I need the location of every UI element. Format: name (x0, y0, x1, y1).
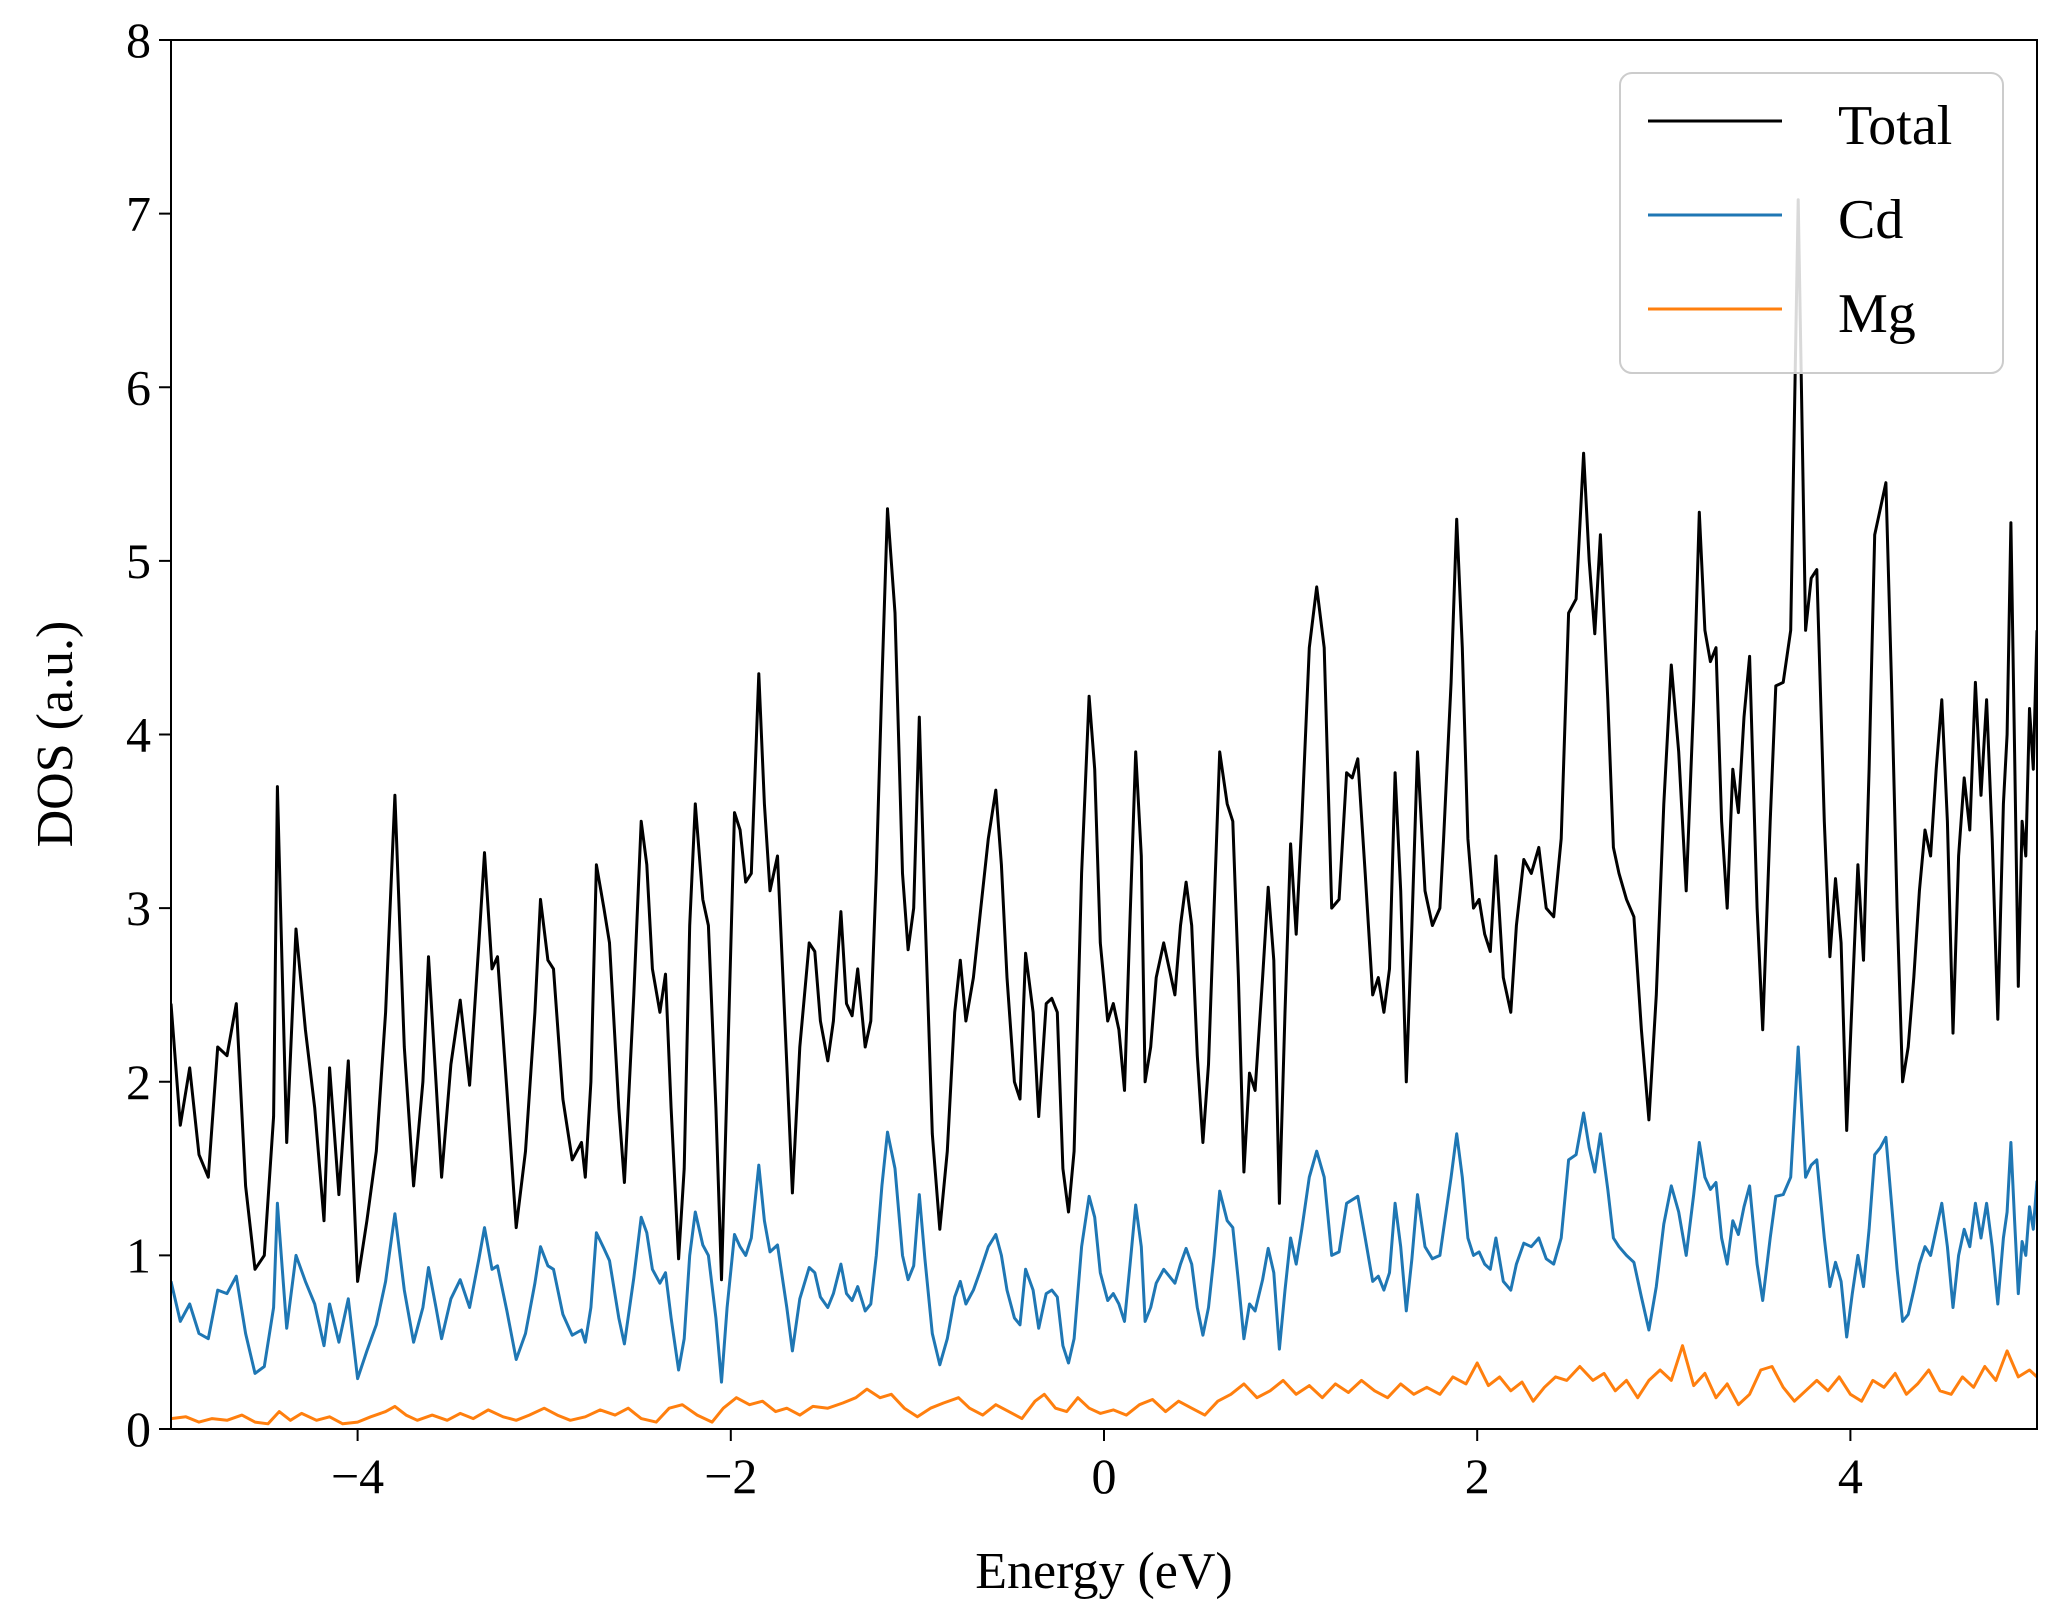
y-tick-label: 5 (126, 533, 151, 589)
y-tick-label: 4 (126, 707, 151, 763)
x-tick-label: 4 (1838, 1448, 1863, 1504)
legend-label-cd: Cd (1838, 189, 1903, 251)
y-tick-label: 3 (126, 880, 151, 936)
y-tick-label: 2 (126, 1054, 151, 1110)
legend: Total Cd Mg (1619, 72, 2004, 374)
legend-box (1619, 72, 2004, 374)
x-tick-label: 2 (1465, 1448, 1490, 1504)
x-tick-label: −2 (704, 1448, 757, 1504)
series-line-mg (171, 1344, 2037, 1426)
series-line-cd (171, 1045, 2037, 1384)
x-tick-label: −4 (331, 1448, 384, 1504)
legend-label-total: Total (1838, 95, 1952, 157)
y-axis-ticks: 0 1 2 3 4 5 6 7 8 (126, 12, 171, 1457)
x-axis-ticks: −4 −2 0 2 4 (331, 1429, 1863, 1504)
y-tick-label: 8 (126, 12, 151, 68)
series-layer (171, 198, 2037, 1426)
legend-label-mg: Mg (1838, 283, 1916, 345)
series-line-total (171, 198, 2037, 1283)
x-tick-label: 0 (1092, 1448, 1117, 1504)
y-tick-label: 0 (126, 1401, 151, 1457)
plot-frame (170, 39, 2038, 1430)
y-tick-label: 6 (126, 359, 151, 415)
x-axis-label: Energy (eV) (975, 1543, 1233, 1600)
y-tick-label: 1 (126, 1227, 151, 1283)
y-axis-label: DOS (a.u.) (27, 621, 84, 848)
y-tick-label: 7 (126, 186, 151, 242)
